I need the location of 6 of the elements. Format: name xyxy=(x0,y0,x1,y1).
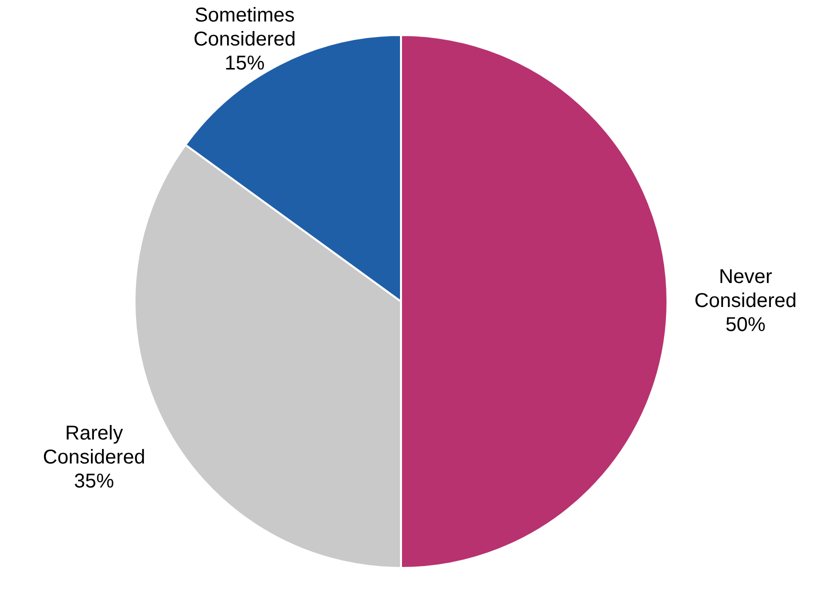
data-label: 35% xyxy=(74,470,114,492)
slice-label: Sometimes Considered xyxy=(193,4,296,51)
data-label: 15% xyxy=(224,52,265,75)
slice-label: Never Considered xyxy=(694,266,797,312)
data-label: 50% xyxy=(725,314,766,336)
slice-label: Rarely Considered xyxy=(42,422,146,468)
